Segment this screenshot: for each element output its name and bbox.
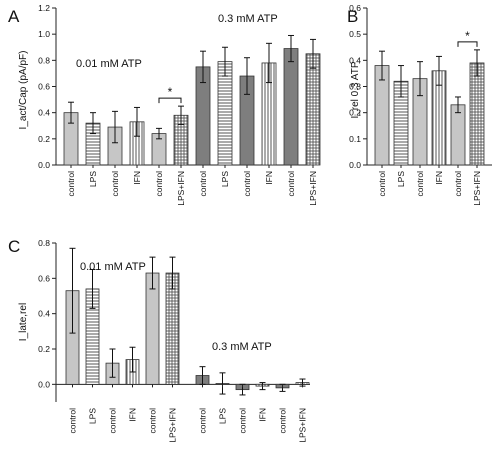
x-tick-label: LPS+IFN [168, 408, 178, 443]
bar [217, 61, 233, 166]
x-tick-label: control [154, 171, 164, 197]
y-tick-label: 0.1 [349, 134, 361, 144]
x-tick-label: LPS+IFN [308, 171, 318, 206]
x-tick-label: LPS [218, 408, 228, 424]
x-tick-label: LPS+IFN [298, 408, 308, 443]
x-tick-label: IFN [128, 408, 138, 422]
significance-star: * [168, 85, 173, 99]
group-label: 0.01 mM ATP [76, 58, 142, 70]
x-tick-label: control [278, 408, 288, 434]
y-axis-label: I_late,rel [18, 303, 29, 341]
significance-bracket [158, 97, 182, 104]
x-tick-label: LPS [396, 171, 406, 187]
bar [450, 104, 466, 166]
group-label: 0.3 mM ATP [218, 13, 278, 25]
y-axis-label: I_rel 0.3 ATP [350, 61, 361, 118]
x-tick-label: control [108, 408, 118, 434]
y-tick-label: 0.4 [38, 108, 50, 118]
x-tick-label: control [110, 171, 120, 197]
x-tick-label: LPS [220, 171, 230, 187]
y-tick-label: 0.2 [38, 134, 50, 144]
y-tick-label: 0.4 [349, 55, 361, 65]
bar [374, 65, 390, 166]
group-label: 0.01 mM ATP [80, 261, 146, 273]
y-tick-label: 0.6 [38, 82, 50, 92]
y-tick-label: 0.0 [349, 160, 361, 170]
y-tick-label: 0.3 [349, 82, 361, 92]
x-tick-label: control [66, 171, 76, 197]
bar [469, 62, 485, 166]
y-tick-label: 0.2 [38, 344, 50, 354]
y-tick-label: 0.0 [38, 160, 50, 170]
panel-letter-c: C [8, 237, 20, 256]
x-tick-label: IFN [132, 171, 142, 185]
x-tick-label: IFN [264, 171, 274, 185]
y-tick-label: 0.0 [38, 379, 50, 389]
x-tick-label: control [242, 171, 252, 197]
y-tick-label: 0.6 [38, 273, 50, 283]
significance-star: * [465, 29, 470, 43]
y-tick-label: 0.5 [349, 29, 361, 39]
x-tick-label: control [148, 408, 158, 434]
y-tick-label: 0.2 [349, 108, 361, 118]
significance-bracket [457, 41, 478, 47]
x-tick-label: LPS+IFN [176, 171, 186, 206]
x-tick-label: IFN [258, 408, 268, 422]
x-tick-label: control [453, 171, 463, 197]
x-tick-label: control [286, 171, 296, 197]
y-tick-label: 0.6 [349, 3, 361, 13]
group-label: 0.3 mM ATP [212, 341, 272, 353]
x-tick-label: LPS [88, 171, 98, 187]
y-tick-label: 1.0 [38, 29, 50, 39]
x-tick-label: LPS+IFN [472, 171, 482, 206]
x-tick-label: control [415, 171, 425, 197]
panel-letter-a: A [8, 7, 20, 26]
x-tick-label: control [238, 408, 248, 434]
bar [145, 272, 160, 385]
x-tick-label: control [198, 408, 208, 434]
y-axis-label: I_act/Cap (pA/pF) [18, 51, 29, 130]
panel-letter-b: B [347, 7, 358, 26]
x-tick-label: control [68, 408, 78, 434]
x-tick-label: LPS [88, 408, 98, 424]
x-tick-label: IFN [434, 171, 444, 185]
x-tick-label: control [377, 171, 387, 197]
y-tick-label: 1.2 [38, 3, 50, 13]
x-tick-label: control [198, 171, 208, 197]
bar [305, 53, 321, 166]
bar [165, 272, 180, 385]
y-tick-label: 0.8 [38, 55, 50, 65]
y-tick-label: 0.8 [38, 238, 50, 248]
bar [283, 48, 299, 166]
y-tick-label: 0.4 [38, 309, 50, 319]
